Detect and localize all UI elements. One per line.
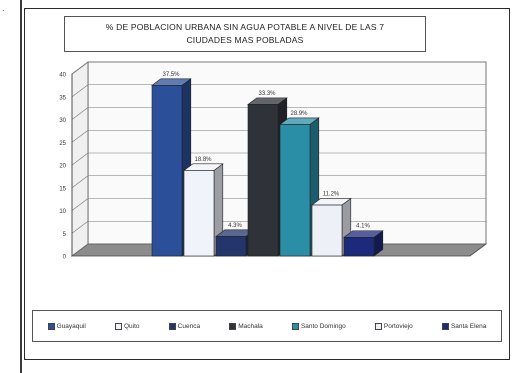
legend-label: Machala — [238, 322, 263, 330]
y-tick-label: 25 — [59, 141, 66, 147]
legend-label: Cuenca — [177, 322, 201, 330]
gridline-side — [71, 175, 89, 188]
chart-title-line-1: % DE POBLACION URBANA SIN AGUA POTABLE A… — [105, 22, 385, 32]
legend-swatch — [114, 322, 122, 330]
gridline-side — [71, 198, 89, 211]
gridline-side — [71, 61, 89, 75]
y-tick-label: 40 — [59, 73, 66, 79]
legend-label: Santa Elena — [450, 322, 487, 330]
bar-value-label: 4.3% — [228, 223, 242, 229]
legend-swatch — [229, 322, 237, 330]
bar-chart: 0 5 10 15 20 25 30 35 40 37.5% 18.8% 4.3% 33.3% 28.9%… — [59, 61, 488, 261]
legend-label: Santo Domingo — [300, 322, 346, 330]
legend-item: Santo Domingo — [291, 322, 346, 330]
bar-value-label: 11.2% — [323, 191, 340, 197]
y-tick-label: 10 — [59, 209, 66, 215]
left-border-line — [20, 0, 22, 373]
legend-swatch — [47, 322, 55, 330]
legend-swatch — [441, 322, 449, 330]
legend-label: Guayaquil — [56, 322, 86, 330]
bar-value-label: 18.8% — [194, 157, 212, 163]
y-tick-label: 5 — [63, 232, 67, 238]
legend-label: Portoviejo — [383, 322, 413, 330]
bar-4 — [247, 104, 279, 257]
bar-6 — [311, 204, 343, 257]
chart-legend: Guayaquil Quito Cuenca Machala Santo Domingo… — [32, 310, 502, 342]
y-tick-label: 30 — [59, 118, 66, 124]
legend-swatch — [374, 322, 382, 330]
bar-value-label: 28.9% — [290, 111, 308, 117]
legend-item: Quito — [114, 322, 140, 330]
bar-2 — [183, 170, 215, 257]
y-tick-label: 15 — [59, 186, 66, 192]
bar-value-label: 33.3% — [258, 91, 276, 97]
gridline-side — [71, 84, 89, 97]
legend-swatch — [168, 322, 176, 330]
bar-7 — [343, 237, 375, 257]
gridline-side — [71, 243, 89, 257]
gridline-side — [71, 221, 89, 234]
chart-title: % DE POBLACION URBANA SIN AGUA POTABLE A… — [64, 16, 426, 52]
legend-item: Cuenca — [168, 322, 201, 330]
gridline-side — [71, 130, 89, 143]
gridline-side — [71, 152, 89, 166]
legend-item: Machala — [229, 322, 263, 330]
y-tick-label: 35 — [59, 95, 66, 101]
bar-5 — [279, 124, 311, 257]
y-tick-label: 20 — [59, 164, 66, 170]
legend-label: Quito — [123, 322, 140, 330]
bar-1 — [151, 85, 183, 257]
side-mark: · — [2, 6, 5, 15]
bar-value-label: 4.1% — [356, 224, 370, 230]
gridline-side — [71, 107, 89, 120]
bar-3 — [215, 236, 247, 257]
legend-item: Guayaquil — [47, 322, 86, 330]
legend-swatch — [291, 322, 299, 330]
legend-item: Santa Elena — [441, 322, 487, 330]
bar-value-label: 37.5% — [162, 72, 180, 78]
chart-title-line-2: CIUDADES MAS POBLADAS — [186, 35, 304, 45]
y-tick-label: 0 — [63, 255, 67, 261]
legend-item: Portoviejo — [374, 322, 413, 330]
